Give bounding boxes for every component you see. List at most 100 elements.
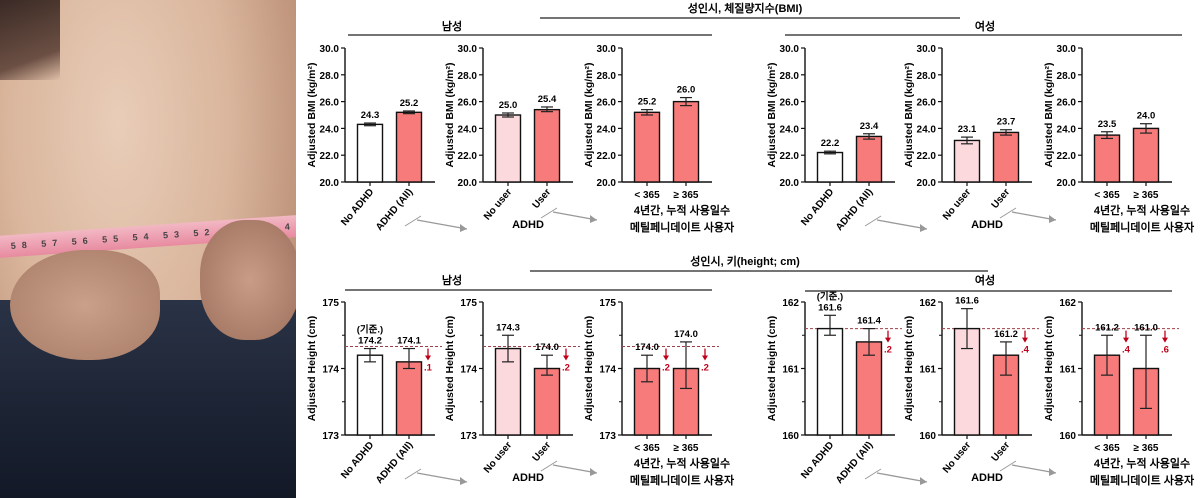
data-label: 161.4 <box>857 316 881 327</box>
connector-arrow <box>552 464 598 474</box>
x-tick-label: No ADHD <box>339 187 376 228</box>
y-tick-label: 28.0 <box>320 71 340 82</box>
data-label: 161.6 <box>818 302 842 313</box>
y-tick-label: 20.0 <box>780 178 800 189</box>
y-tick-label: 24.0 <box>1057 124 1077 135</box>
row-height-header: 성인시, 키(height; cm) 남성 여성 <box>345 254 1172 292</box>
y-tick-label: 26.0 <box>458 98 478 109</box>
y-tick-label: 30.0 <box>780 44 800 55</box>
y-tick-label: 160 <box>782 431 799 442</box>
x-group-caption: ADHD <box>971 219 1003 231</box>
difference-label: .2 <box>562 363 570 374</box>
data-label: 174.1 <box>397 336 421 347</box>
y-tick-label: 28.0 <box>780 71 800 82</box>
data-label: 161.2 <box>994 329 1018 340</box>
data-label: 174.0 <box>635 342 659 353</box>
y-tick-label: 162 <box>1059 298 1076 309</box>
x-group-caption: ADHD <box>512 219 544 231</box>
y-axis-label: Adjusted Height (cm) <box>583 316 595 422</box>
label-underline <box>404 468 422 480</box>
row-title-bmi: 성인시, 체질량지수(BMI) <box>688 1 803 15</box>
data-label: 22.2 <box>821 138 840 149</box>
group-label-male-height: 남성 <box>442 273 462 287</box>
y-tick-label: 20.0 <box>320 178 340 189</box>
row-title-height: 성인시, 키(height; cm) <box>690 254 800 268</box>
data-label: 161.2 <box>1095 322 1119 333</box>
data-label: 23.7 <box>997 117 1016 128</box>
x-group-caption: 메틸페니데이트 사용자 <box>630 220 735 234</box>
x-tick-label: ≥ 365 <box>674 443 699 454</box>
y-tick-label: 26.0 <box>320 98 340 109</box>
difference-label: .2 <box>662 363 670 374</box>
panel-7: 173 174 175 Adjusted Height (cm) 174.2(기준.) N… <box>306 298 468 486</box>
data-label: 174.0 <box>535 342 559 353</box>
difference-label: .4 <box>1122 345 1131 356</box>
x-group-caption: 4년간, 누적 사용일수 <box>634 456 730 470</box>
y-tick-label: 28.0 <box>458 71 478 82</box>
label-underline <box>999 207 1017 219</box>
data-label: 25.4 <box>538 94 557 105</box>
bar <box>395 111 423 183</box>
y-tick-label: 161 <box>782 365 799 376</box>
bar <box>816 151 844 183</box>
y-tick-label: 24.0 <box>458 124 478 135</box>
bar <box>855 341 883 436</box>
group-label-female-height: 여성 <box>975 273 995 287</box>
connector-arrow <box>416 219 468 230</box>
x-tick-label: User <box>531 187 554 211</box>
x-group-caption: 4년간, 누적 사용일수 <box>1094 456 1190 470</box>
down-arrow-head-icon <box>885 337 891 343</box>
y-tick-label: 173 <box>322 431 339 442</box>
panel-11: 160 161 162 Adjusted Height (cm) 161.6 No use… <box>903 296 1057 484</box>
bar <box>855 135 883 183</box>
arrow-head-icon <box>1049 215 1056 223</box>
y-tick-label: 161 <box>919 365 936 376</box>
difference-label: .2 <box>701 363 709 374</box>
difference-label: .6 <box>1161 345 1169 356</box>
y-axis-label: Adjusted Height (cm) <box>903 316 915 422</box>
y-tick-label: 28.0 <box>597 71 617 82</box>
y-axis-label: Adjusted Height (cm) <box>306 316 318 422</box>
y-tick-label: 26.0 <box>597 98 617 109</box>
arrow-head-icon <box>920 224 927 232</box>
x-group-caption: 4년간, 누적 사용일수 <box>634 203 730 217</box>
y-tick-label: 174 <box>599 365 616 376</box>
y-tick-label: 22.0 <box>458 151 478 162</box>
y-tick-label: 22.0 <box>597 151 617 162</box>
x-tick-label: No ADHD <box>799 440 836 481</box>
bar <box>633 367 661 436</box>
x-group-caption: ADHD <box>971 472 1003 484</box>
x-tick-label: No user <box>941 187 973 223</box>
y-tick-label: 20.0 <box>1057 178 1077 189</box>
x-tick-label: No user <box>482 440 514 476</box>
y-tick-label: 24.0 <box>597 124 617 135</box>
group-label-male-bmi: 남성 <box>442 19 462 33</box>
y-axis-label: Adjusted BMI (kg/m²) <box>1043 63 1055 168</box>
arrow-head-icon <box>460 477 467 485</box>
y-tick-label: 174 <box>460 365 477 376</box>
y-axis-label: Adjusted BMI (kg/m²) <box>766 63 778 168</box>
belly-tape-measure-photo: 59 58 57 56 55 54 53 52 51 50 49 48 47 4… <box>0 0 296 498</box>
connector-arrow <box>876 219 928 230</box>
difference-label: .4 <box>1021 345 1030 356</box>
y-tick-label: 160 <box>919 431 936 442</box>
arrow-head-icon <box>590 215 597 223</box>
x-group-caption: 4년간, 누적 사용일수 <box>1094 203 1190 217</box>
y-tick-label: 26.0 <box>780 98 800 109</box>
y-tick-label: 28.0 <box>917 71 937 82</box>
connector-arrow <box>416 472 468 483</box>
difference-label: .2 <box>884 345 892 356</box>
connector-arrow <box>1011 464 1057 474</box>
y-tick-label: 22.0 <box>1057 151 1077 162</box>
y-axis-label: Adjusted BMI (kg/m²) <box>306 63 318 168</box>
y-tick-label: 26.0 <box>917 98 937 109</box>
y-tick-label: 162 <box>919 298 936 309</box>
data-label: 161.6 <box>955 296 979 307</box>
y-tick-label: 160 <box>1059 431 1076 442</box>
bar <box>494 114 522 183</box>
label-underline <box>864 215 882 227</box>
x-tick-label: No ADHD <box>339 440 376 481</box>
